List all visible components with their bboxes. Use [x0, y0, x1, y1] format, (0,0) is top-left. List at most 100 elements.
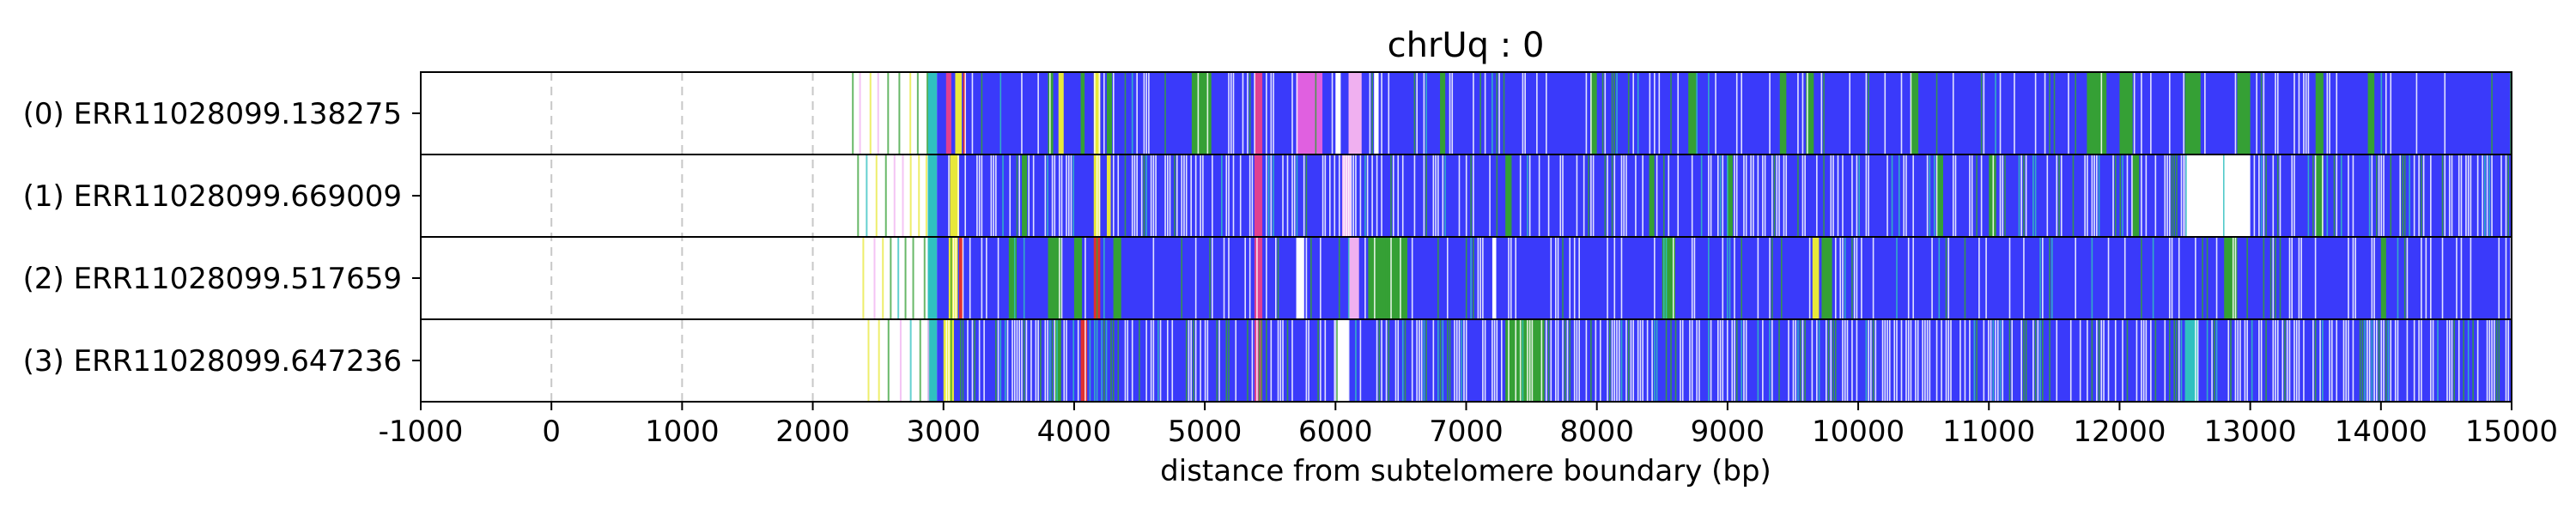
stripe — [1861, 237, 1862, 319]
segment — [1812, 237, 1820, 319]
stripe — [1206, 72, 1209, 154]
stripe — [1999, 319, 2002, 402]
segment — [1022, 154, 1028, 237]
stripe — [983, 319, 985, 402]
stripe — [1780, 237, 1783, 319]
stripe — [2214, 319, 2215, 402]
stripe — [1352, 154, 1355, 237]
stripe — [2336, 72, 2338, 154]
stripe — [2390, 72, 2392, 154]
stripe — [2256, 72, 2257, 154]
stripe — [2444, 154, 2446, 237]
stripe — [1181, 237, 1183, 319]
stripe — [2336, 154, 2338, 237]
stripe — [2361, 319, 2364, 402]
stripe — [1482, 319, 1484, 402]
stripe — [2293, 72, 2295, 154]
stripe — [2222, 154, 2225, 237]
stripe — [2493, 319, 2495, 402]
stripe — [1929, 319, 1931, 402]
x-tick-label: 10000 — [1812, 415, 1905, 449]
stripe — [2470, 237, 2472, 319]
stripe — [2448, 319, 2451, 402]
stripe — [1508, 319, 1510, 402]
stripe — [1764, 154, 1766, 237]
stripe — [1058, 237, 1060, 319]
stripe — [1550, 319, 1552, 402]
stripe — [1696, 72, 1698, 154]
segment — [963, 72, 966, 154]
stripe — [1374, 72, 1376, 154]
stripe — [1117, 319, 1120, 402]
stripe — [1964, 237, 1966, 319]
stripe — [1654, 237, 1656, 319]
stripe — [1522, 319, 1524, 402]
stripe — [1124, 319, 1127, 402]
stripe — [2187, 154, 2190, 237]
stripe — [2314, 154, 2317, 237]
stripe — [1465, 237, 1467, 319]
stripe — [1510, 154, 1512, 237]
stripe — [1096, 237, 1098, 319]
stripe — [1941, 319, 1942, 402]
stripe — [997, 319, 999, 402]
stripe — [1305, 154, 1308, 237]
stripe — [2406, 319, 2409, 402]
stripe — [1528, 154, 1531, 237]
stripe — [1143, 154, 1145, 237]
stripe — [1741, 237, 1742, 319]
segment — [927, 72, 938, 154]
stripe — [2195, 237, 2196, 319]
stripe — [2142, 319, 2145, 402]
stripe — [1578, 237, 1580, 319]
stripe — [1515, 237, 1517, 319]
stripe — [1980, 72, 1983, 154]
stripe — [1632, 319, 1634, 402]
stripe — [2049, 237, 2050, 319]
stripe — [2075, 72, 2076, 154]
stripe — [2126, 154, 2129, 237]
stripe — [2430, 319, 2432, 402]
stripe — [1900, 72, 1903, 154]
stripe — [2345, 319, 2348, 402]
stripe — [1364, 237, 1366, 319]
stripe — [1378, 319, 1381, 402]
stripe — [927, 319, 930, 402]
stripe — [1098, 72, 1101, 154]
stripe — [964, 154, 967, 237]
stripe — [2276, 154, 2279, 237]
stripe — [1112, 319, 1115, 402]
stripe — [1886, 319, 1888, 402]
stripe — [1868, 154, 1869, 237]
stripe — [2406, 237, 2409, 319]
stripe — [2122, 319, 2123, 402]
stripe — [1590, 72, 1592, 154]
stripe — [2004, 154, 2006, 237]
stripe — [1479, 72, 1481, 154]
stripe — [981, 72, 983, 154]
stripe — [2093, 154, 2095, 237]
stripe — [962, 237, 964, 319]
stripe — [1808, 237, 1811, 319]
stripe — [2176, 319, 2178, 402]
stripe — [1089, 319, 1091, 402]
stripe — [2430, 154, 2432, 237]
stripe — [2152, 237, 2154, 319]
segment — [1936, 154, 1943, 237]
stripe — [1157, 319, 1159, 402]
stripe — [2230, 319, 2232, 402]
stripe — [2402, 154, 2403, 237]
stripe — [1416, 319, 1418, 402]
stripe — [1674, 319, 1677, 402]
stripe — [1131, 154, 1133, 237]
x-tick-label: -1000 — [379, 415, 464, 449]
stripe — [1449, 72, 1451, 154]
stripe — [1992, 154, 1995, 237]
stripe — [1381, 72, 1382, 154]
stripe — [1051, 154, 1054, 237]
stripe — [2258, 319, 2260, 402]
stripe — [978, 319, 981, 402]
stripe — [1124, 72, 1127, 154]
stripe — [2371, 319, 2373, 402]
segment — [1093, 72, 1101, 154]
